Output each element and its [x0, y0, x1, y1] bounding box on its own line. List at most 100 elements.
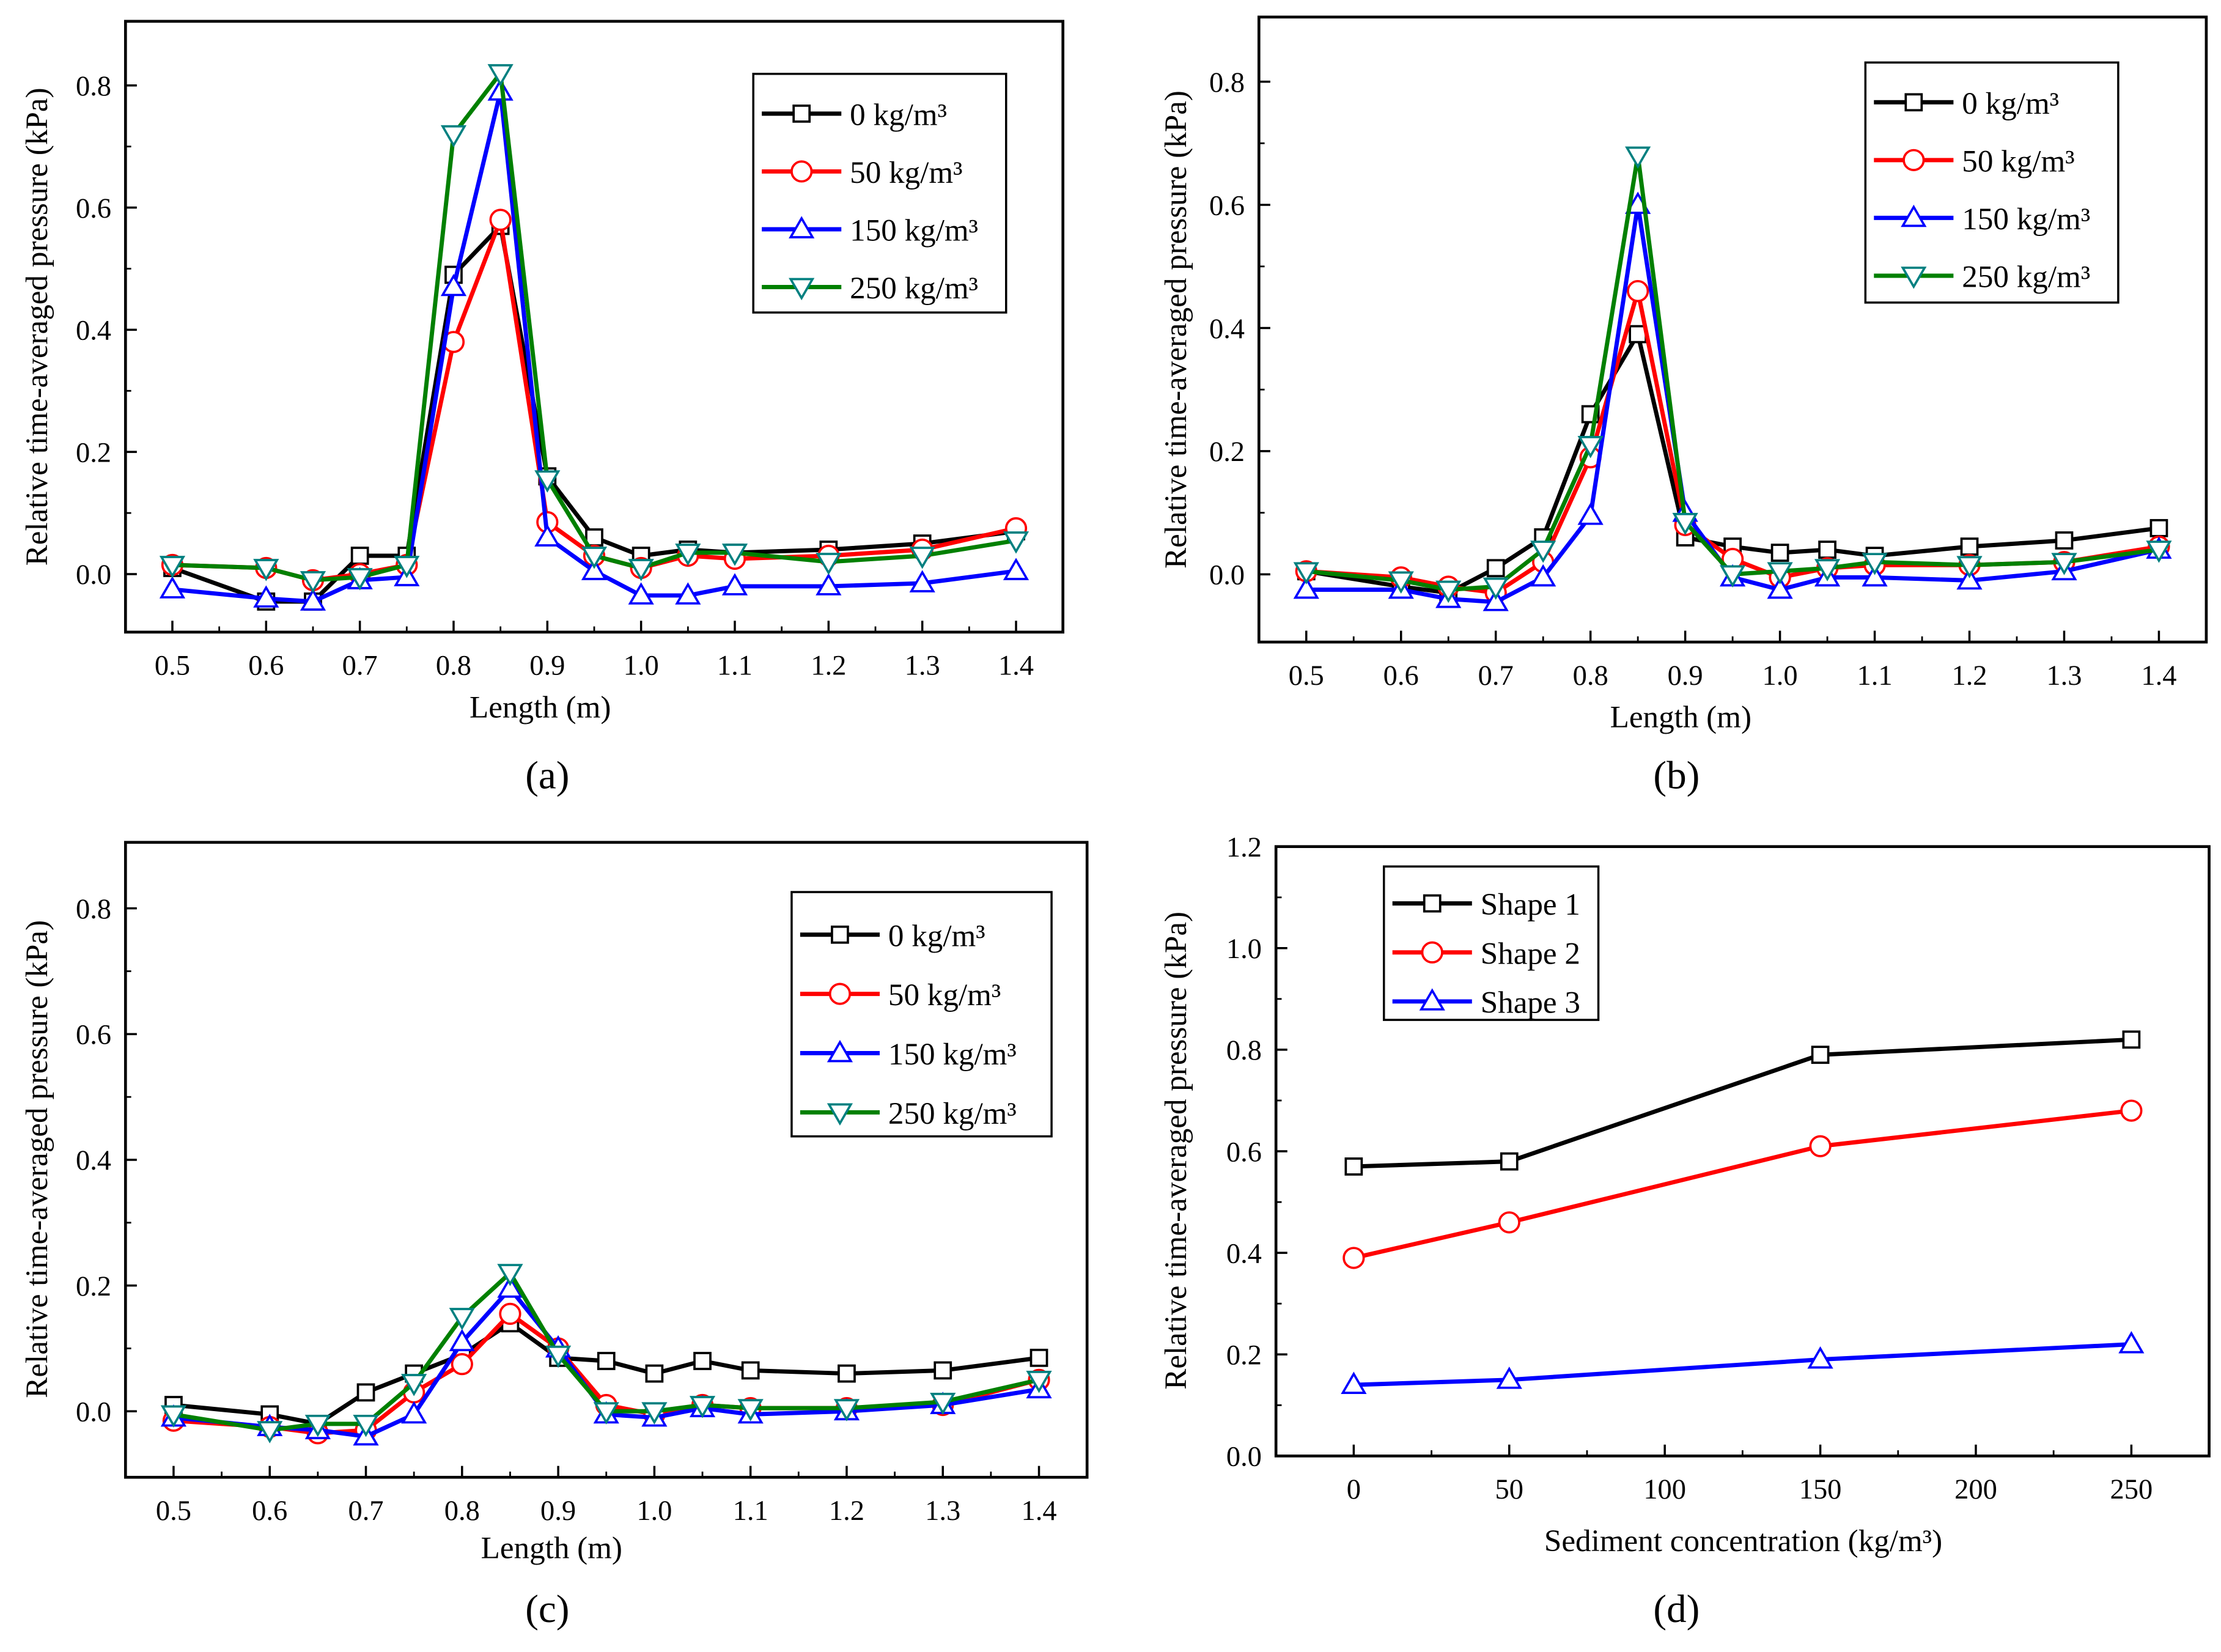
data-point — [1719, 565, 1746, 588]
y-tick-label: 0.8 — [1209, 67, 1245, 98]
data-point — [253, 559, 279, 581]
data-point — [545, 1345, 572, 1368]
data-point — [1627, 279, 1649, 303]
data-point — [1625, 146, 1651, 169]
data-point — [1811, 1045, 1830, 1064]
x-tick-label: 1.0 — [624, 651, 659, 682]
data-point — [1530, 564, 1556, 587]
y-axis-label: Relative time-averaged pressure (kPa) — [20, 920, 54, 1398]
legend-label: 250 kg/m³ — [1962, 260, 2090, 295]
chart-panel-b: 0.5 0.6 0.7 0.8 0.9 1.0 1.1 1.2 1.3 1.4 0.0 0.2 0.4 0… — [1158, 15, 2208, 797]
x-tick-label: 1.4 — [998, 651, 1034, 682]
legend-marker — [1901, 204, 1927, 227]
data-point — [350, 547, 369, 565]
data-point — [741, 1361, 760, 1380]
data-point — [1960, 537, 1979, 556]
data-point — [1500, 1152, 1519, 1171]
data-point — [1388, 571, 1414, 594]
series-250-kg-m- — [159, 64, 1029, 594]
legend-marker — [1901, 267, 1927, 289]
legend-marker — [827, 1103, 853, 1126]
legend-label: 0 kg/m³ — [888, 918, 985, 953]
x-tick-label: 1.0 — [1762, 660, 1798, 691]
x-tick-label: 1.3 — [2046, 660, 2082, 691]
x-tick-label: 0.7 — [342, 651, 378, 682]
x-tick-label: 0.8 — [1573, 660, 1608, 691]
data-point — [1343, 1247, 1365, 1269]
data-point — [401, 1401, 427, 1424]
data-point — [816, 573, 842, 596]
data-point — [2149, 518, 2168, 537]
data-point — [1496, 1366, 1522, 1389]
y-tick-label: 0.6 — [1209, 190, 1245, 221]
series-shape-3 — [1341, 1331, 2145, 1394]
y-tick-label: 0.4 — [1226, 1238, 1262, 1269]
data-point — [300, 588, 326, 611]
legend-label: 0 kg/m³ — [1962, 86, 2059, 121]
data-point — [440, 273, 467, 297]
data-point — [487, 64, 514, 87]
legend-marker — [828, 983, 852, 1005]
y-tick-label: 0.0 — [76, 559, 111, 591]
y-tick-label: 1.2 — [1226, 832, 1262, 863]
legend-marker — [1423, 894, 1442, 913]
data-point — [353, 1414, 379, 1437]
data-point — [930, 1392, 956, 1415]
data-point — [2051, 553, 2077, 575]
data-point — [2146, 540, 2172, 563]
data-point — [689, 1396, 716, 1418]
legend: 0 kg/m³ 50 kg/m³ 150 kg/m³ 250 kg/m³ — [790, 891, 1053, 1138]
data-point — [721, 573, 748, 596]
legend-marker — [789, 278, 815, 301]
x-tick-label: 0 — [1347, 1474, 1361, 1505]
y-tick-label: 1.0 — [1226, 934, 1262, 965]
data-point — [1862, 564, 1888, 587]
y-tick-label: 0.4 — [76, 1145, 111, 1176]
y-tick-label: 0.8 — [76, 71, 111, 102]
data-point — [721, 544, 748, 566]
panel-caption: (a) — [525, 753, 569, 797]
data-point — [451, 1353, 473, 1376]
legend-label: 50 kg/m³ — [850, 155, 962, 190]
data-point — [1435, 580, 1462, 603]
series-line — [1354, 1037, 2132, 1169]
y-tick-label: 0.6 — [76, 1020, 111, 1051]
x-tick-label: 1.1 — [733, 1495, 768, 1527]
data-point — [253, 585, 279, 608]
x-tick-label: 100 — [1643, 1474, 1686, 1505]
data-point — [534, 470, 561, 493]
data-point — [1770, 544, 1789, 562]
x-tick-label: 0.9 — [540, 1495, 576, 1527]
y-tick-label: 0.0 — [76, 1397, 111, 1428]
x-tick-label: 1.4 — [2141, 660, 2176, 691]
x-tick-label: 1.2 — [811, 651, 846, 682]
legend-label: 50 kg/m³ — [888, 978, 1001, 1012]
y-tick-label: 0.2 — [76, 437, 111, 468]
data-point — [641, 1402, 668, 1425]
data-point — [1293, 576, 1319, 599]
data-point — [1956, 556, 1983, 578]
x-tick-label: 1.0 — [636, 1495, 672, 1527]
legend-marker — [1902, 149, 1925, 171]
data-point — [628, 582, 654, 605]
x-tick-label: 250 — [2110, 1474, 2153, 1505]
x-axis-label: Sediment concentration (kg/m³) — [1544, 1524, 1942, 1558]
data-point — [1809, 1135, 1832, 1157]
data-point — [1344, 1157, 1363, 1176]
data-point — [304, 1414, 331, 1437]
y-tick-label: 0.0 — [1226, 1442, 1262, 1473]
data-point — [2122, 1030, 2141, 1049]
series-250-kg-m- — [1293, 146, 2172, 603]
panel-caption: (b) — [1653, 753, 1700, 797]
data-point — [1577, 503, 1604, 525]
y-tick-label: 0.2 — [76, 1271, 111, 1302]
y-tick-label: 0.2 — [1226, 1340, 1262, 1371]
data-point — [833, 1399, 860, 1422]
data-point — [394, 556, 420, 578]
x-tick-label: 0.8 — [444, 1495, 480, 1527]
data-point — [593, 1402, 619, 1425]
legend-marker — [1419, 988, 1445, 1011]
series-250-kg-m- — [160, 1264, 1052, 1444]
x-tick-label: 1.2 — [1951, 660, 1987, 691]
